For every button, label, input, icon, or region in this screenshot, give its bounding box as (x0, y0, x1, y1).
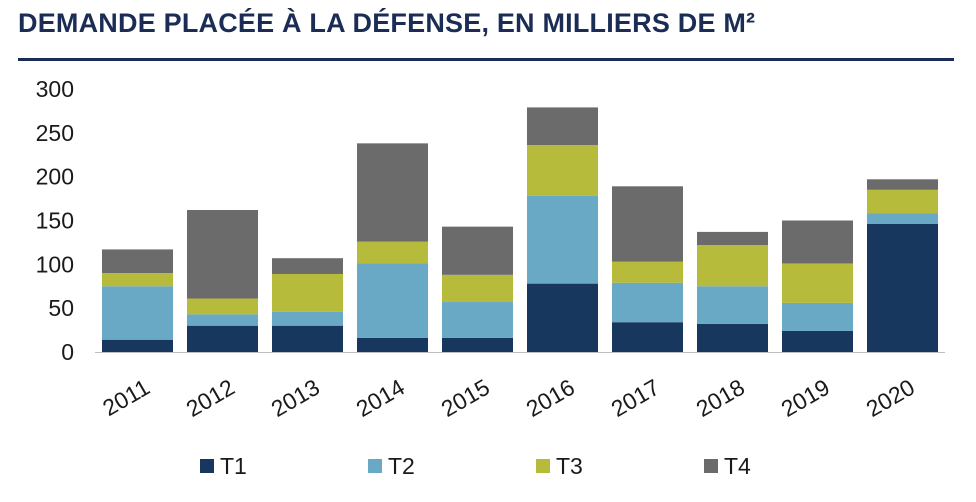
bar-segment-t2-2018 (697, 286, 768, 324)
bar-segment-t1-2017 (612, 322, 683, 352)
x-tick-label: 2014 (352, 374, 409, 422)
x-tick-label: 2015 (437, 374, 494, 422)
bar-segment-t4-2015 (442, 226, 513, 275)
y-tick-label: 50 (48, 295, 74, 321)
bar-segment-t2-2019 (782, 302, 853, 331)
bar-segment-t3-2014 (357, 241, 428, 264)
x-tick-label: 2020 (862, 374, 919, 422)
bar-segment-t2-2015 (442, 302, 513, 338)
bar-segment-t3-2016 (527, 145, 598, 196)
bar-segment-t2-2016 (527, 195, 598, 284)
x-tick-label: 2018 (692, 374, 749, 422)
bar-segment-t2-2013 (272, 311, 343, 326)
y-tick-label: 150 (36, 208, 74, 234)
legend-label-t3: T3 (556, 453, 583, 479)
y-tick-label: 100 (36, 251, 74, 277)
bar-segment-t3-2015 (442, 274, 513, 303)
bar-segment-t2-2011 (102, 286, 173, 340)
bar-segment-t2-2014 (357, 263, 428, 338)
bar-segment-t3-2020 (867, 189, 938, 214)
bar-segment-t3-2019 (782, 263, 853, 303)
bar-segment-t3-2012 (187, 298, 258, 315)
x-axis: 2011 2012 2013 2014 2015 2016 2017 2018 2019 2020 (98, 374, 919, 422)
legend-label-t2: T2 (388, 453, 415, 479)
bar-segment-t1-2012 (187, 325, 258, 352)
y-tick-label: 300 (36, 76, 74, 102)
bar-segment-t4-2019 (782, 220, 853, 264)
bar-segment-t1-2013 (272, 325, 343, 352)
legend-swatch-t2 (368, 459, 382, 473)
bar-segment-t1-2011 (102, 339, 173, 352)
y-tick-label: 250 (36, 120, 74, 146)
bar-segment-t1-2014 (357, 337, 428, 352)
legend-swatch-t1 (200, 459, 214, 473)
bar-segment-t3-2017 (612, 261, 683, 283)
legend-label-t4: T4 (724, 453, 751, 479)
bar-segment-t3-2011 (102, 273, 173, 287)
chart-title: DEMANDE PLACÉE À LA DÉFENSE, EN MILLIERS… (18, 8, 756, 38)
bar-segment-t1-2016 (527, 283, 598, 352)
bar-segment-t4-2012 (187, 209, 258, 299)
bar-segment-t3-2013 (272, 273, 343, 312)
bar-segment-t4-2014 (357, 143, 428, 242)
x-tick-label: 2011 (98, 374, 154, 421)
x-tick-label: 2016 (522, 374, 579, 422)
title-divider (18, 58, 954, 61)
bar-segment-t1-2015 (442, 337, 513, 352)
y-tick-label: 200 (36, 164, 74, 190)
bar-segment-t4-2018 (697, 231, 768, 246)
x-tick-label: 2013 (267, 374, 324, 422)
x-tick-label: 2019 (777, 374, 834, 422)
bar-segment-t1-2020 (867, 224, 938, 352)
legend-label-t1: T1 (220, 453, 247, 479)
x-tick-label: 2012 (182, 374, 239, 422)
y-axis: 0 50 100 150 200 250 300 (36, 76, 74, 365)
bar-segment-t2-2012 (187, 314, 258, 326)
bar-segment-t4-2011 (102, 249, 173, 274)
bar-segment-t2-2020 (867, 213, 938, 225)
bar-segment-t1-2019 (782, 330, 853, 352)
x-tick-label: 2017 (607, 374, 664, 422)
bar-segment-t4-2013 (272, 258, 343, 274)
legend-swatch-t4 (704, 459, 718, 473)
bar-segment-t1-2018 (697, 323, 768, 352)
plot-area (95, 107, 945, 353)
bar-segment-t4-2016 (527, 107, 598, 146)
bar-segment-t4-2020 (867, 179, 938, 190)
bar-segment-t4-2017 (612, 186, 683, 262)
bar-segment-t3-2018 (697, 245, 768, 287)
y-tick-label: 0 (61, 339, 74, 365)
bar-segment-t2-2017 (612, 282, 683, 323)
legend: T1 T2 T3 T4 (200, 453, 751, 479)
legend-swatch-t3 (536, 459, 550, 473)
